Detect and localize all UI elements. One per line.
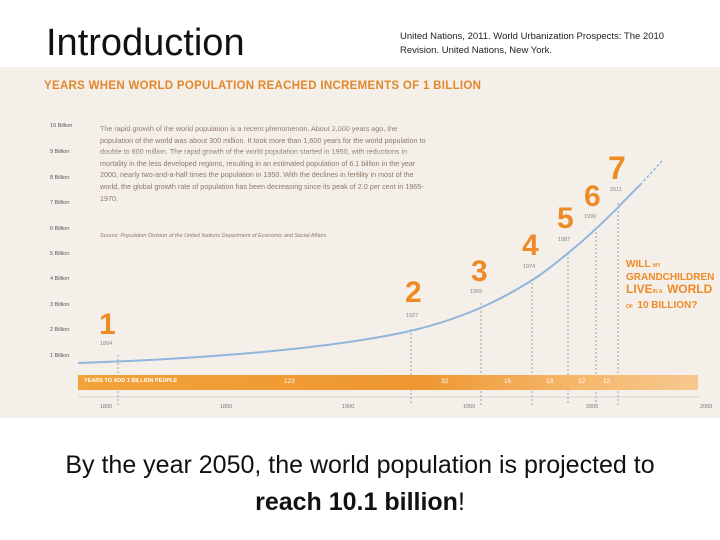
callout-question: WILL MY GRANDCHILDREN LIVEIN A WORLD OF … xyxy=(626,259,716,313)
growth-curve-graphic xyxy=(77,126,700,405)
x-tick: 2050 xyxy=(700,404,713,410)
milestone-year: 1959 xyxy=(470,289,483,295)
band-label: YEARS TO ADD 1 BILLION PEOPLE xyxy=(84,378,178,384)
callout-word: 10 BILLION? xyxy=(637,300,698,311)
milestone-number: 6 xyxy=(584,180,601,213)
milestone-year: 1804 xyxy=(100,341,113,347)
callout-word: LIVE xyxy=(626,282,653,296)
callout-word: WILL xyxy=(626,259,651,270)
y-label: 5 Billion xyxy=(50,251,70,257)
span-value: 32 xyxy=(441,378,449,385)
y-label: 6 Billion xyxy=(50,226,70,232)
callout-word: WORLD xyxy=(666,282,713,296)
source-note: Source: Population Division of the Unite… xyxy=(100,233,327,239)
milestone-number: 1 xyxy=(99,308,116,341)
milestone-number: 5 xyxy=(557,202,574,235)
y-label: 4 Billion xyxy=(50,276,70,282)
population-figure: YEARS WHEN WORLD POPULATION REACHED INCR… xyxy=(0,67,720,418)
caption-text: By the year 2050, the world population i… xyxy=(65,451,655,479)
x-tick: 1850 xyxy=(220,404,233,410)
years-band xyxy=(78,375,698,390)
caption-end: ! xyxy=(457,488,465,516)
x-tick: 2000 xyxy=(586,404,599,410)
callout-word: IN A xyxy=(652,289,663,295)
span-value: 12 xyxy=(603,378,611,385)
x-tick: 1900 xyxy=(342,404,355,410)
milestone-number: 3 xyxy=(471,255,488,288)
callout-word: OF xyxy=(626,304,633,310)
milestone-number: 4 xyxy=(522,229,539,262)
y-label: 1 Billion xyxy=(50,353,70,359)
milestone-year: 2011 xyxy=(610,187,622,193)
y-label: 3 Billion xyxy=(50,302,70,308)
milestone-year: 1999 xyxy=(584,214,597,220)
y-label: 9 Billion xyxy=(50,149,70,155)
x-tick: 1800 xyxy=(100,404,113,410)
y-label: 10 Billion xyxy=(50,123,73,129)
callout-word: MY xyxy=(653,263,661,269)
y-label: 7 Billion xyxy=(50,200,70,206)
slide-title: Introduction xyxy=(46,22,245,64)
y-label: 2 Billion xyxy=(50,327,70,333)
x-tick: 1950 xyxy=(463,404,476,410)
intro-paragraph: The rapid growth of the world population… xyxy=(100,124,426,203)
y-label: 8 Billion xyxy=(50,175,70,181)
milestone-year: 1987 xyxy=(558,237,571,243)
figure-heading: YEARS WHEN WORLD POPULATION REACHED INCR… xyxy=(44,80,482,92)
milestone-year: 1974 xyxy=(523,264,536,270)
milestone-number: 2 xyxy=(405,276,422,309)
span-value: 15 xyxy=(504,378,512,385)
span-value: 123 xyxy=(284,378,295,385)
slide-caption: By the year 2050, the world population i… xyxy=(40,447,680,521)
caption-emphasis: reach 10.1 billion xyxy=(255,488,458,516)
milestone-year: 1927 xyxy=(406,313,419,319)
citation: United Nations, 2011. World Urbanization… xyxy=(400,31,665,56)
span-value: 12 xyxy=(578,378,586,385)
span-value: 13 xyxy=(546,378,554,385)
milestone-number: 7 xyxy=(608,150,626,186)
callout-word: GRANDCHILDREN xyxy=(626,272,715,283)
